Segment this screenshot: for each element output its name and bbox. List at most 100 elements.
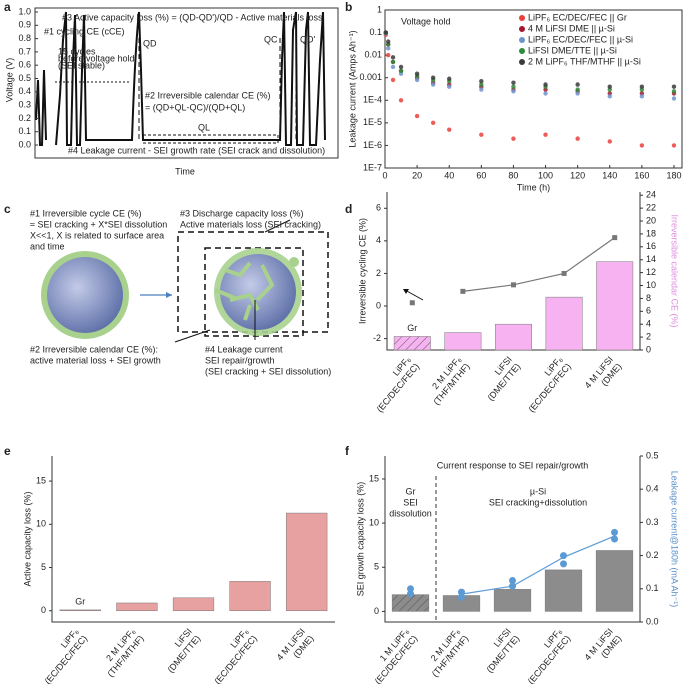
point — [607, 94, 612, 99]
point — [543, 82, 548, 87]
y-axis-label: Voltage (V) — [4, 58, 14, 103]
legend-marker — [519, 26, 525, 32]
x-tick-label: 160 — [634, 170, 649, 180]
annotation: active material loss + SEI growth — [30, 355, 161, 365]
bar — [495, 323, 532, 351]
annotation: #4 Leakage current - SEI growth rate (SE… — [68, 145, 325, 155]
annotation: before voltage hold — [58, 53, 135, 63]
point — [671, 143, 677, 148]
point — [386, 39, 391, 44]
annotation: QD — [143, 38, 157, 48]
annotation: #1 Irreversible cycle CE (%) — [30, 208, 142, 218]
group-label: dissolution — [389, 508, 432, 518]
x-tick-label: 0 — [382, 170, 387, 180]
y-tick-label: 0.0 — [18, 139, 31, 149]
point — [458, 588, 465, 596]
x-tick-label: 100 — [538, 170, 553, 180]
x-tick-label: 140 — [602, 170, 617, 180]
point — [398, 64, 404, 70]
point — [511, 80, 516, 85]
axes — [51, 456, 335, 623]
point — [560, 552, 567, 560]
point — [560, 560, 567, 568]
point — [390, 55, 396, 60]
point — [543, 91, 548, 96]
x-tick-label: 20 — [412, 170, 422, 180]
bar — [544, 569, 583, 612]
y2-tick-label: 0 — [646, 344, 651, 354]
y2-tick-label: 18 — [646, 228, 656, 238]
y-tick-label: 10 — [36, 519, 46, 529]
point — [414, 113, 420, 119]
y-tick-label: 0.5 — [18, 73, 31, 83]
annotation: (SEI stable) — [58, 60, 105, 70]
point — [511, 84, 516, 89]
point — [671, 89, 677, 94]
y2-tick-label: 0.4 — [646, 484, 659, 494]
y-tick-label: 0.01 — [364, 50, 382, 60]
legend-marker — [519, 48, 525, 54]
x-axis-label: Time — [175, 166, 195, 176]
y2-tick-label: 22 — [646, 202, 656, 212]
point — [398, 98, 404, 103]
x-tick-label: 180 — [666, 170, 681, 180]
annotation: QL — [198, 122, 210, 132]
y-tick-label: 0.8 — [18, 33, 31, 43]
y2-tick-label: 6 — [646, 306, 651, 316]
annotation: Active materials loss (SEI cracking) — [180, 219, 321, 229]
annotation: #2 Irreversible calendar CE (%) — [145, 90, 271, 100]
group-label: Gr — [406, 486, 416, 496]
legend-label: LiFSI DME/TTE || µ-Si — [528, 45, 617, 55]
point — [479, 87, 484, 92]
point — [611, 528, 618, 536]
point — [390, 59, 396, 65]
bar — [286, 512, 328, 612]
y2-tick-label: 0.3 — [646, 517, 659, 527]
point — [479, 79, 484, 84]
annotation: #3 Discharge capacity loss (%) — [180, 208, 304, 218]
y-tick-label: 0.1 — [18, 126, 31, 136]
panel-a-drawing — [34, 7, 339, 159]
bar — [393, 336, 431, 351]
legend-label: LiPF₆ EC/DEC/FEC || µ-Si — [528, 34, 633, 44]
y2-tick-label: 0.2 — [646, 550, 659, 560]
y2-tick-label: 8 — [646, 293, 651, 303]
annotation: #1 cycling CE (cCE) — [44, 26, 125, 36]
annotation: SEI repair/growth — [205, 355, 275, 365]
annotation: QD' — [300, 34, 316, 44]
y2-tick-label: 0.1 — [646, 583, 659, 593]
bar — [596, 261, 634, 351]
x-tick-label: 40 — [444, 170, 454, 180]
bar — [545, 296, 583, 351]
y2-tick-label: 24 — [646, 190, 656, 200]
panel-label: d — [345, 202, 352, 216]
x-tick-label: 120 — [570, 170, 585, 180]
y-tick-label: 4 — [376, 235, 381, 245]
y2-tick-label: 12 — [646, 267, 656, 277]
annotation: #3 Active capacity loss (%) = (QD-QD')/Q… — [62, 12, 323, 22]
y-axis-label: Active capacity loss (%) — [22, 491, 32, 586]
panel-c-drawing — [41, 219, 329, 343]
plot-frame — [384, 9, 683, 169]
annotation: and time — [30, 241, 65, 251]
marker — [561, 270, 567, 276]
y-tick-label: 0.9 — [18, 20, 31, 30]
bar — [444, 332, 482, 351]
bar — [493, 589, 532, 612]
legend-label: 2 M LiPF₆ THF/MTHF || µ-Si — [528, 56, 641, 66]
point — [639, 84, 645, 89]
y2-tick-label: 10 — [646, 280, 656, 290]
bar — [229, 581, 271, 612]
y-tick-label: 0.6 — [18, 60, 31, 70]
annotation: Gr — [75, 596, 85, 606]
point — [607, 139, 612, 144]
point — [430, 82, 436, 87]
y-tick-label: 1E-7 — [363, 162, 382, 172]
point — [383, 30, 389, 35]
point — [575, 136, 580, 141]
y-tick-label: 0.001 — [359, 72, 382, 82]
point — [607, 84, 612, 89]
y2-tick-label: 0.5 — [646, 450, 659, 460]
chart-title: Current response to SEI repair/growth — [437, 460, 589, 470]
